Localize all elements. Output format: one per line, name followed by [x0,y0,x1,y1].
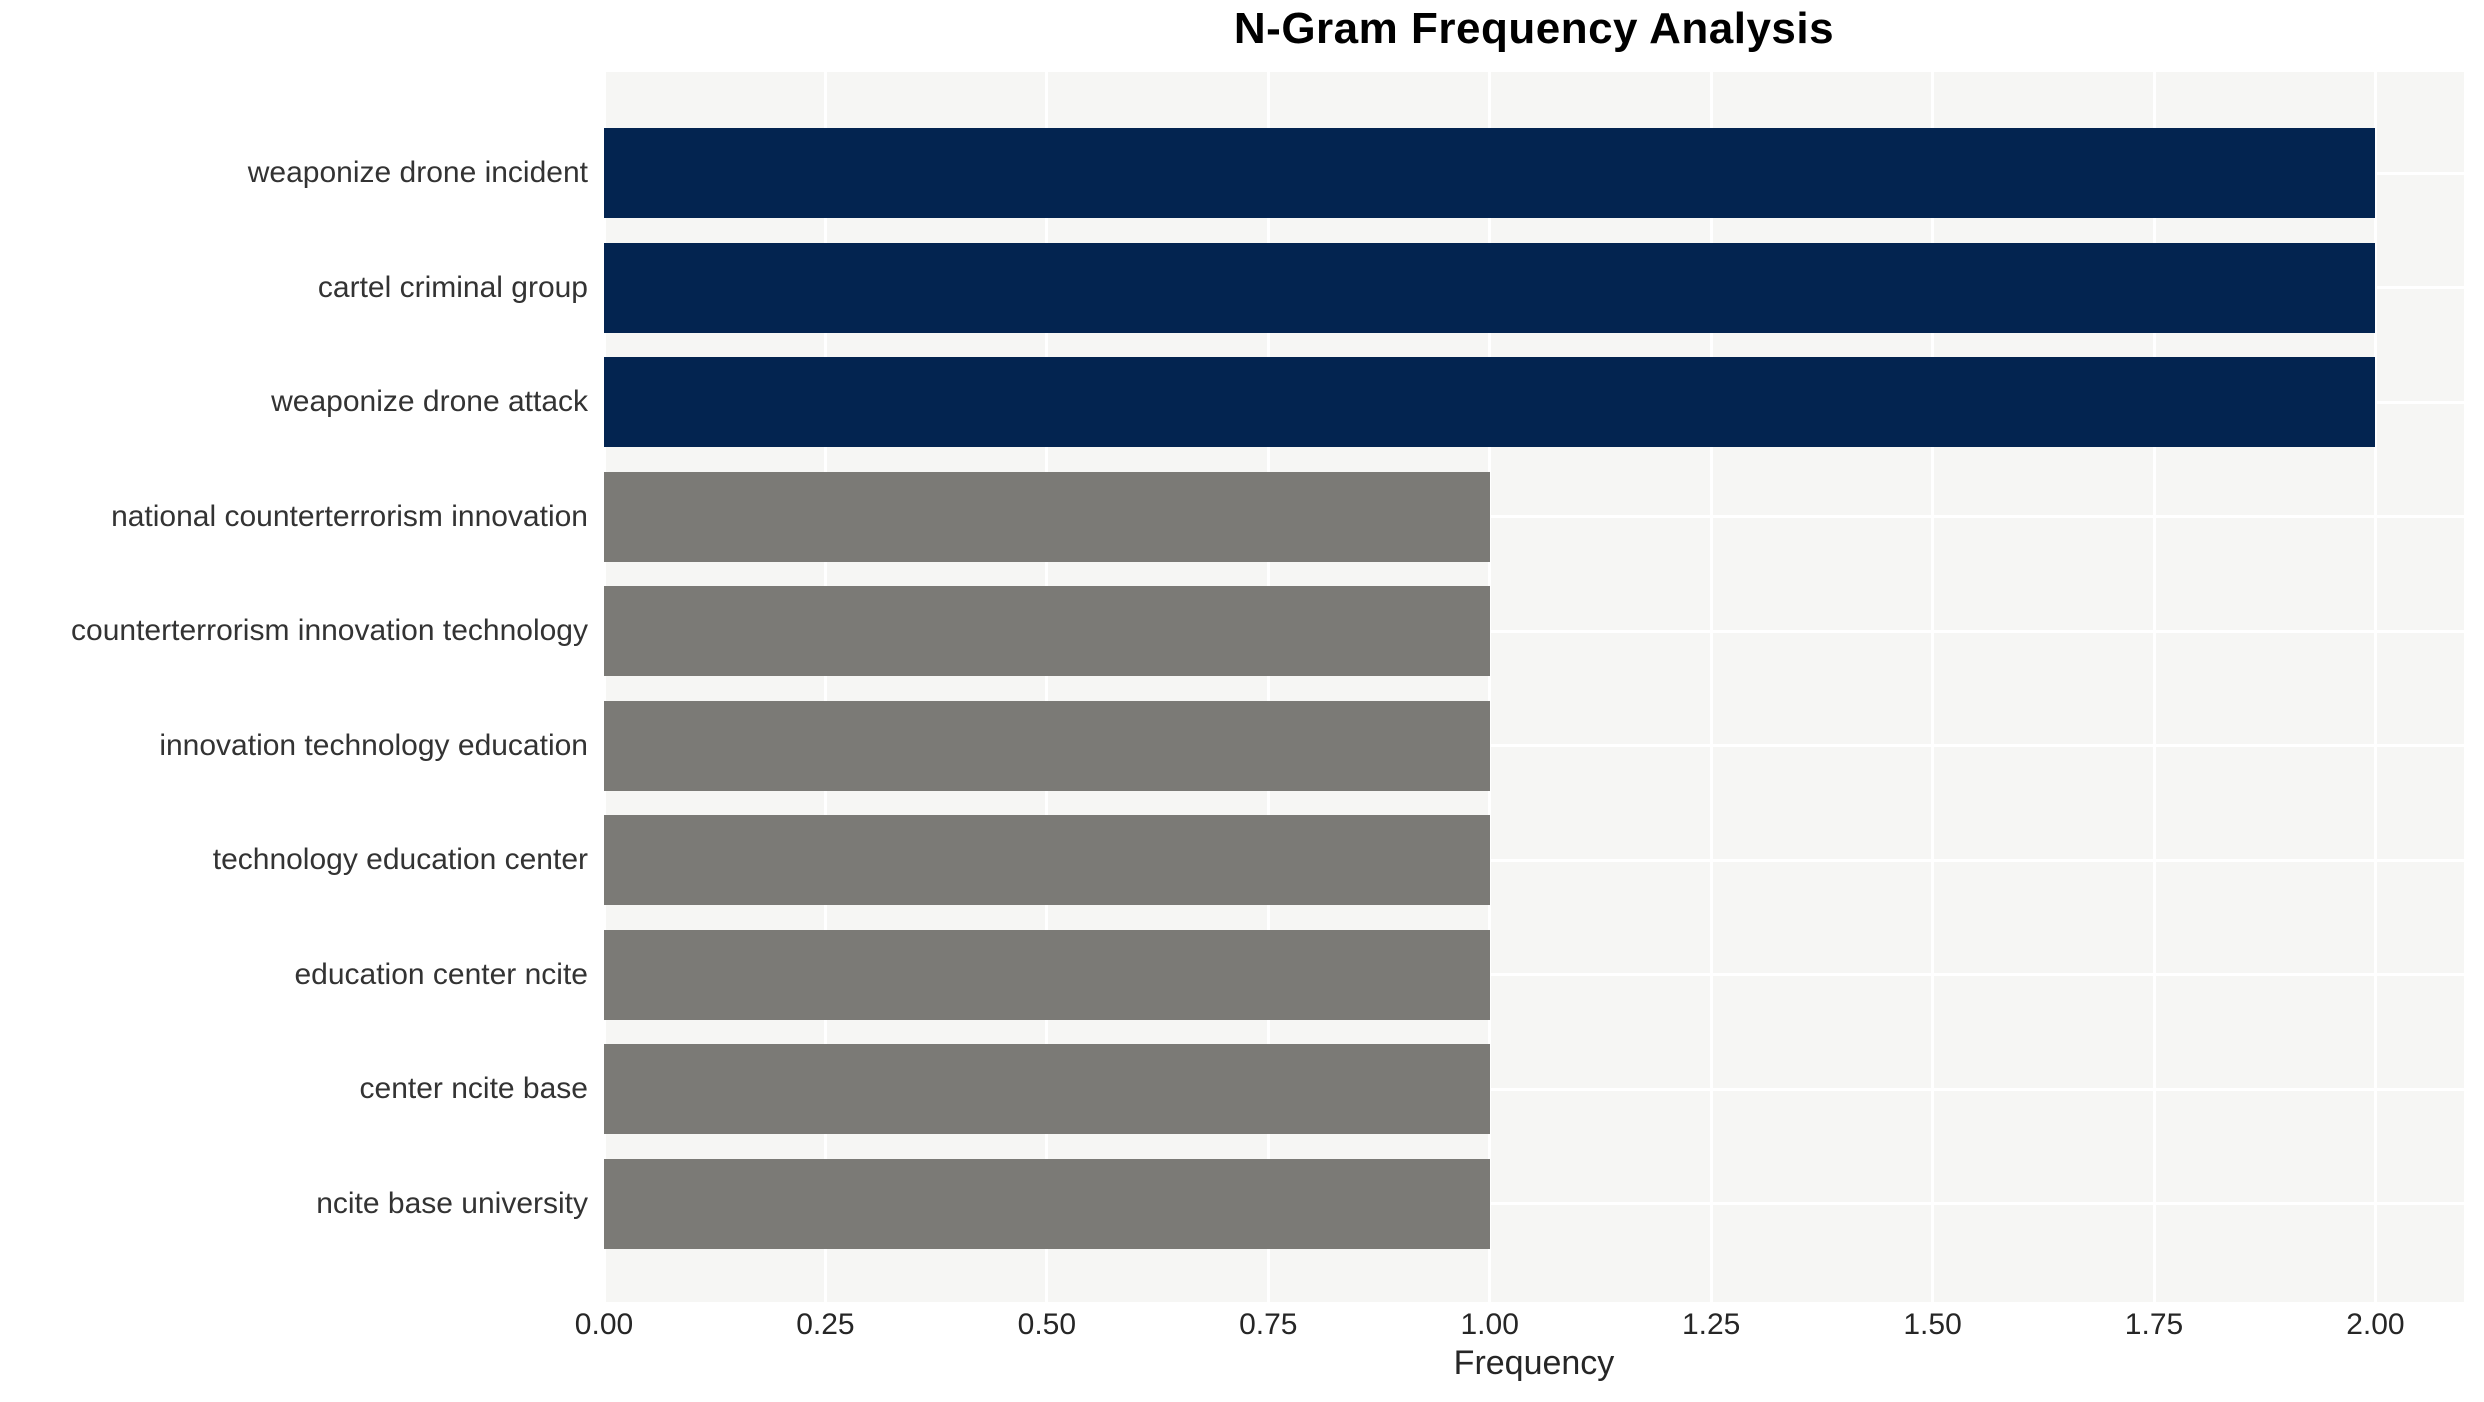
h-gridline [604,1202,2464,1206]
v-gridline [1488,72,1492,1302]
h-gridline [604,858,2464,862]
y-axis-label: national counterterrorism innovation [111,499,588,533]
v-gridline [823,72,827,1302]
x-axis: 0.00 0.25 0.50 0.75 1.00 1.25 1.50 1.75 2.00 [0,1308,2484,1348]
h-gridline [604,629,2464,633]
y-axis-label: technology education center [212,843,588,877]
x-tick-label: 1.50 [1903,1308,1962,1341]
x-tick-label: 1.75 [2124,1308,2184,1341]
bar-technology-education-center [604,815,1490,906]
y-axis-label: weaponize drone incident [247,156,588,190]
v-gridline [2373,72,2377,1302]
chart-title: N-Gram Frequency Analysis [1233,4,1835,53]
h-gridline [604,744,2464,748]
x-tick-label: 0.75 [1239,1308,1298,1341]
y-axis-label: cartel criminal group [317,270,588,304]
bar-ncite-base-university [604,1158,1490,1249]
x-tick-label: 0.25 [796,1308,855,1341]
y-axis-label: ncite base university [316,1186,588,1220]
h-gridline [604,1087,2464,1091]
y-axis-label: education center ncite [294,957,588,991]
x-axis-title: Frequency [1453,1344,1615,1382]
bar-counterterrorism-innovation-technology [604,586,1490,677]
plot-area [604,72,2464,1302]
v-gridline [1709,72,1713,1302]
y-axis-label: counterterrorism innovation technology [71,614,588,648]
x-tick-label: 0.00 [574,1308,634,1341]
v-gridline [604,72,606,1302]
y-axis-label: center ncite base [359,1072,588,1106]
bar-innovation-technology-education [604,700,1490,791]
y-axis: weaponize drone incident cartel criminal … [0,72,596,1302]
bar-weaponize-drone-attack [604,357,2376,448]
x-tick-label: 0.50 [1017,1308,1077,1341]
bar-center-ncite-base [604,1044,1490,1135]
x-tick-label: 1.25 [1681,1308,1741,1341]
h-gridline [604,515,2464,519]
bar-national-counterterrorism-innovation [604,471,1490,562]
v-gridline [1931,72,1935,1302]
bar-cartel-criminal-group [604,242,2376,333]
y-axis-label: weaponize drone attack [271,385,588,419]
bar-education-center-ncite [604,929,1490,1020]
v-gridline [2152,72,2156,1302]
x-tick-label: 2.00 [2346,1308,2405,1341]
v-gridline [1045,72,1049,1302]
x-tick-label: 1.00 [1460,1308,1519,1341]
y-axis-label: innovation technology education [159,728,588,762]
bar-weaponize-drone-incident [604,128,2376,219]
h-gridline [604,973,2464,977]
v-gridline [1266,72,1270,1302]
